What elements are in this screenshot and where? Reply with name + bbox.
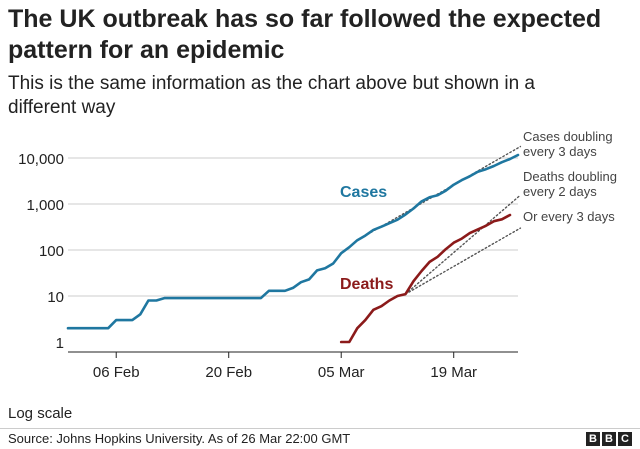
bbc-logo: B B C <box>586 432 632 446</box>
series-line-cases <box>66 153 520 330</box>
series-line-deaths <box>339 213 512 344</box>
y-axis: 1 10 100 1,000 10,000 <box>18 151 64 352</box>
reference-line-label: Deaths doubling every 2 days <box>523 169 617 199</box>
logo-letter: B <box>586 432 600 446</box>
log-scale-line-chart: 1 10 100 1,000 10,000 06 Feb 20 Feb 05 Mar 19 M… <box>18 129 617 381</box>
footer-divider <box>0 428 640 429</box>
doubling-reference-line <box>404 194 522 295</box>
reference-line-label: Cases doubling every 3 days <box>523 129 613 159</box>
data-series <box>66 153 520 344</box>
x-tick-label: 06 Feb <box>93 364 140 381</box>
doubling-reference-line <box>404 227 522 295</box>
series-label: Cases <box>340 184 387 201</box>
series-label: Deaths <box>340 276 393 293</box>
y-tick-label: 100 <box>39 243 64 260</box>
x-tick-label: 20 Feb <box>205 364 252 381</box>
scale-note: Log scale <box>8 405 73 422</box>
chart-title: The UK outbreak has so far followed the … <box>8 5 602 64</box>
x-tick-label: 19 Mar <box>430 364 477 381</box>
logo-letter: B <box>602 432 616 446</box>
y-tick-label: 10,000 <box>18 151 64 168</box>
logo-letter: C <box>618 432 632 446</box>
x-axis: 06 Feb 20 Feb 05 Mar 19 Mar <box>68 351 518 381</box>
gridlines <box>68 157 518 297</box>
chart-subtitle: This is the same information as the char… <box>8 73 535 118</box>
annotations: Cases Deaths Cases doubling every 3 days Dea… <box>340 129 617 293</box>
y-tick-label: 10 <box>47 289 64 306</box>
source-note: Source: Johns Hopkins University. As of … <box>8 431 351 446</box>
x-tick-label: 05 Mar <box>318 364 365 381</box>
y-tick-label: 1 <box>56 335 64 352</box>
reference-line-label: Or every 3 days <box>523 209 615 224</box>
y-tick-label: 1,000 <box>26 197 64 214</box>
